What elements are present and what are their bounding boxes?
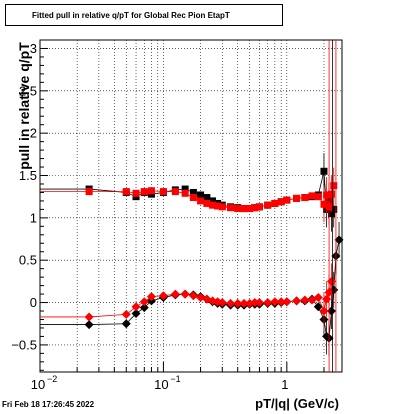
series-1-point xyxy=(327,190,335,198)
series-1-point xyxy=(234,205,242,213)
series-1-point xyxy=(283,196,291,204)
series-0-point xyxy=(320,167,328,175)
y-tick-label: 1.5 xyxy=(19,168,37,183)
series-3-point xyxy=(270,297,280,307)
x-tick-exponent: −1 xyxy=(170,374,180,384)
timestamp: Fri Feb 18 17:26:45 2022 xyxy=(2,400,95,409)
series-3-point xyxy=(233,298,243,308)
series-1-point xyxy=(132,189,140,197)
series-3-point xyxy=(313,292,323,302)
series-3-point xyxy=(121,309,131,319)
series-1-point xyxy=(85,188,93,196)
chart-title: Fitted pull in relative q/pT for Global … xyxy=(5,4,283,26)
series-1-point xyxy=(218,203,226,211)
series-2-point xyxy=(84,320,94,330)
series-3-point xyxy=(300,295,310,305)
series-3-point xyxy=(292,296,302,306)
series-1-point xyxy=(293,194,301,202)
series-1-point xyxy=(214,202,222,210)
series-3-point xyxy=(131,302,141,312)
series-1-point xyxy=(255,203,263,211)
series-3-point xyxy=(276,297,286,307)
series-1-point xyxy=(330,182,338,190)
series-3-point xyxy=(282,297,292,307)
x-tick-label: 1 xyxy=(281,377,288,392)
series-3-point xyxy=(84,312,94,322)
series-2-point xyxy=(121,319,131,329)
series-2-point xyxy=(139,303,149,313)
series-3-segment xyxy=(89,314,127,318)
series-0-point xyxy=(181,185,189,193)
series-1-point xyxy=(189,194,197,202)
series-1-point xyxy=(301,194,309,202)
series-1-point xyxy=(277,198,285,206)
series-1-point xyxy=(140,188,148,196)
series-1-point xyxy=(320,200,328,208)
series-3-point xyxy=(180,289,190,299)
series-3-point xyxy=(196,292,206,302)
plot-frame xyxy=(39,39,343,373)
series-1-point xyxy=(251,204,259,212)
series-0-point xyxy=(197,191,205,199)
series-0-point xyxy=(327,210,335,218)
series-0-point xyxy=(330,205,338,213)
series-3-point xyxy=(146,292,156,302)
series-0-point xyxy=(209,197,217,205)
series-3-point xyxy=(217,298,227,308)
series-2-point xyxy=(313,302,323,312)
series-1-point xyxy=(203,199,211,207)
series-1-point xyxy=(227,204,235,212)
series-1-point xyxy=(122,188,130,196)
series-1-point xyxy=(197,197,205,205)
series-1-point xyxy=(181,189,189,197)
series-1-point xyxy=(209,201,217,209)
series-1-point xyxy=(271,199,279,207)
series-0-segment xyxy=(317,171,325,196)
x-tick-label: 10 xyxy=(154,377,168,392)
y-tick-label: 2 xyxy=(30,126,37,141)
x-axis-label: pT/|q| (GeV/c) xyxy=(255,396,339,411)
y-tick-label: 1 xyxy=(30,210,37,225)
y-tick-label: −0.5 xyxy=(11,337,37,352)
series-1-point xyxy=(323,191,331,199)
series-2-point xyxy=(334,235,344,245)
series-1-point xyxy=(240,205,248,213)
series-0-point xyxy=(189,188,197,196)
series-1-point xyxy=(308,192,316,200)
series-2-segment xyxy=(89,323,127,325)
series-3-point xyxy=(158,291,168,301)
series-3-point xyxy=(170,289,180,299)
series-3-point xyxy=(254,298,264,308)
series-0-point xyxy=(203,194,211,202)
y-axis-label: pull in relative q/pT xyxy=(16,42,32,170)
series-3-point xyxy=(250,298,260,308)
series-1-point xyxy=(314,193,322,201)
series-1-point xyxy=(171,188,179,196)
y-tick-label: 3 xyxy=(30,41,37,56)
series-1-point xyxy=(147,187,155,195)
series-3-point xyxy=(263,298,273,308)
series-1-point xyxy=(246,205,254,213)
series-1-point xyxy=(159,188,167,196)
y-tick-label: 0.5 xyxy=(19,253,37,268)
series-2-point xyxy=(131,309,141,319)
series-1-point xyxy=(264,201,272,209)
series-3-point xyxy=(188,291,198,301)
x-tick-label: 10 xyxy=(31,377,45,392)
series-3-point xyxy=(139,297,149,307)
y-tick-label: 2.5 xyxy=(19,83,37,98)
y-tick-label: 0 xyxy=(30,295,37,310)
series-3-point xyxy=(226,298,236,308)
x-tick-exponent: −2 xyxy=(47,374,57,384)
series-3-point xyxy=(239,298,249,308)
